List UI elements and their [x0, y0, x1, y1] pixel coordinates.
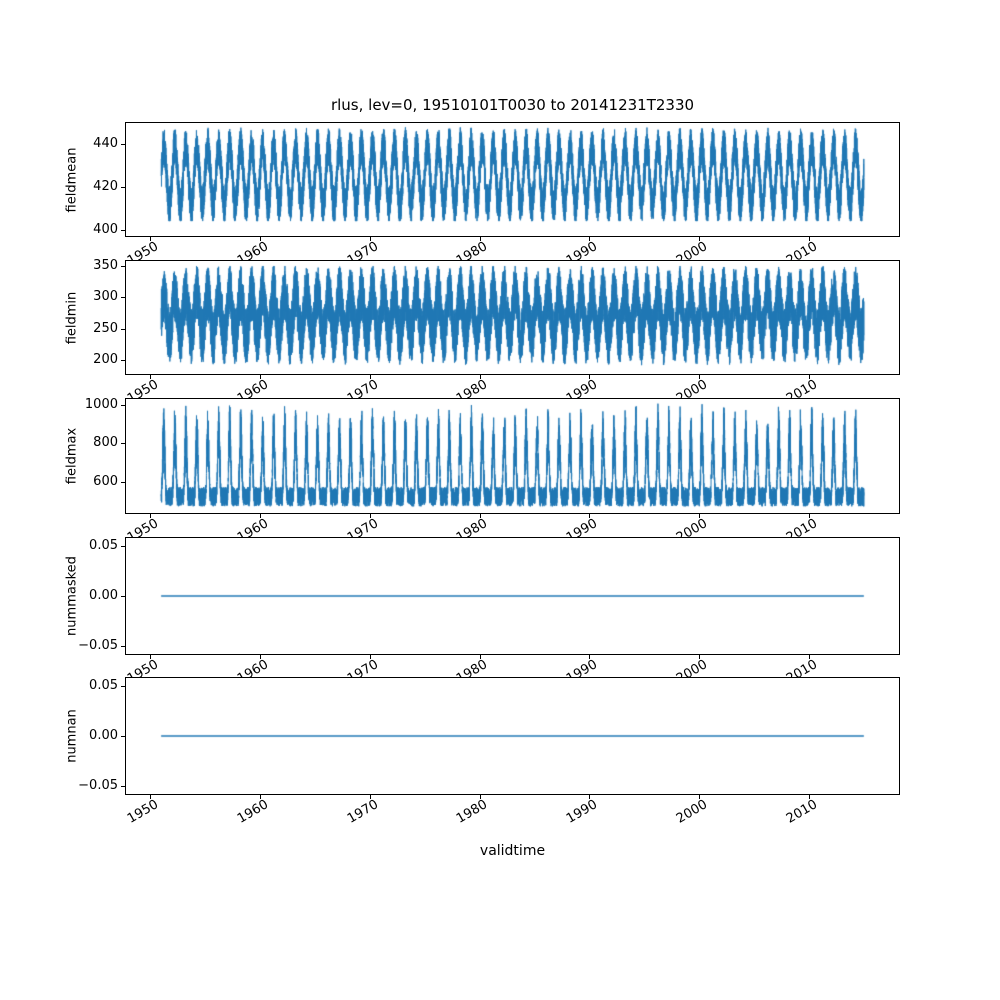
x-tick-label: 1970: [344, 797, 381, 827]
y-tick-mark: [121, 266, 125, 268]
subplot-nummasked: [125, 537, 900, 655]
subplot-numnan: [125, 677, 900, 795]
y-tick-mark: [121, 144, 125, 146]
x-tick-mark: [808, 514, 810, 518]
y-tick-label: −0.05: [78, 638, 118, 654]
y-tick-label: 350: [93, 258, 118, 274]
y-tick-mark: [121, 360, 125, 362]
x-tick-mark: [479, 655, 481, 659]
x-tick-mark: [369, 514, 371, 518]
x-tick-mark: [808, 795, 810, 799]
subplot-fieldmin: [125, 260, 900, 375]
x-tick-mark: [699, 375, 701, 379]
y-axis-label-numnan: numnan: [64, 709, 80, 763]
y-axis-label-fieldmax: fieldmax: [64, 427, 80, 485]
y-axis-label-fieldmean: fieldmean: [64, 147, 80, 212]
y-tick-label: 0.05: [89, 677, 118, 693]
y-tick-label: 200: [93, 352, 118, 368]
x-tick-mark: [699, 514, 701, 518]
y-tick-label: 1000: [84, 396, 118, 412]
y-tick-label: 300: [93, 289, 118, 305]
x-tick-label: 2010: [783, 797, 820, 827]
plot-line-fieldmean: [126, 123, 899, 236]
y-tick-label: 440: [93, 136, 118, 152]
x-tick-mark: [479, 237, 481, 241]
y-tick-mark: [121, 482, 125, 484]
figure-title: rlus, lev=0, 19510101T0030 to 20141231T2…: [330, 96, 695, 114]
y-tick-mark: [121, 646, 125, 648]
y-tick-label: 600: [93, 474, 118, 490]
x-tick-mark: [479, 795, 481, 799]
plot-line-nummasked: [126, 538, 899, 654]
x-tick-mark: [699, 237, 701, 241]
x-axis-label: validtime: [479, 843, 546, 859]
subplot-fieldmean: [125, 122, 900, 237]
x-tick-mark: [699, 795, 701, 799]
y-tick-mark: [121, 443, 125, 445]
x-tick-mark: [808, 655, 810, 659]
y-tick-mark: [121, 596, 125, 597]
y-tick-mark: [121, 685, 125, 687]
x-tick-mark: [369, 655, 371, 659]
y-tick-label: −0.05: [78, 778, 118, 794]
x-tick-label: 1990: [564, 797, 601, 827]
y-axis-label-fieldmin: fieldmin: [64, 291, 80, 344]
y-tick-mark: [121, 297, 125, 299]
subplot-fieldmax: [125, 398, 900, 514]
y-tick-mark: [121, 404, 125, 406]
x-tick-mark: [589, 514, 591, 518]
x-tick-label: 1950: [124, 797, 162, 827]
x-tick-label: 1980: [454, 797, 491, 827]
y-tick-mark: [121, 545, 125, 547]
y-tick-label: 400: [93, 221, 118, 237]
x-tick-mark: [150, 375, 152, 379]
x-tick-mark: [369, 795, 371, 799]
x-tick-mark: [479, 514, 481, 518]
y-tick-label: 0.00: [89, 728, 118, 743]
y-tick-mark: [121, 229, 125, 231]
y-axis-label-nummasked: nummasked: [64, 556, 80, 636]
x-tick-mark: [369, 237, 371, 241]
y-tick-label: 0.05: [89, 537, 118, 553]
y-tick-label: 250: [93, 320, 118, 336]
plot-line-fieldmin: [126, 261, 899, 374]
plot-line-fieldmax: [126, 399, 899, 513]
y-tick-mark: [121, 736, 125, 737]
x-tick-mark: [369, 375, 371, 379]
x-tick-mark: [808, 237, 810, 241]
y-tick-mark: [121, 786, 125, 788]
y-tick-mark: [121, 328, 125, 330]
x-tick-mark: [150, 655, 152, 659]
x-tick-mark: [259, 237, 261, 241]
x-tick-label: 1960: [234, 797, 271, 827]
x-tick-mark: [589, 237, 591, 241]
x-tick-mark: [589, 655, 591, 659]
x-tick-mark: [259, 375, 261, 379]
x-tick-mark: [699, 655, 701, 659]
x-tick-mark: [259, 655, 261, 659]
x-tick-mark: [589, 795, 591, 799]
x-tick-label: 2000: [674, 797, 711, 827]
x-tick-mark: [808, 375, 810, 379]
x-tick-mark: [150, 795, 152, 799]
y-tick-label: 420: [93, 178, 118, 194]
plot-line-numnan: [126, 678, 899, 794]
x-tick-mark: [259, 795, 261, 799]
y-tick-label: 0.00: [89, 588, 118, 603]
x-tick-mark: [150, 237, 152, 241]
x-tick-mark: [150, 514, 152, 518]
y-tick-mark: [121, 186, 125, 188]
x-tick-mark: [589, 375, 591, 379]
x-tick-mark: [479, 375, 481, 379]
y-tick-label: 800: [93, 435, 118, 451]
x-tick-mark: [259, 514, 261, 518]
